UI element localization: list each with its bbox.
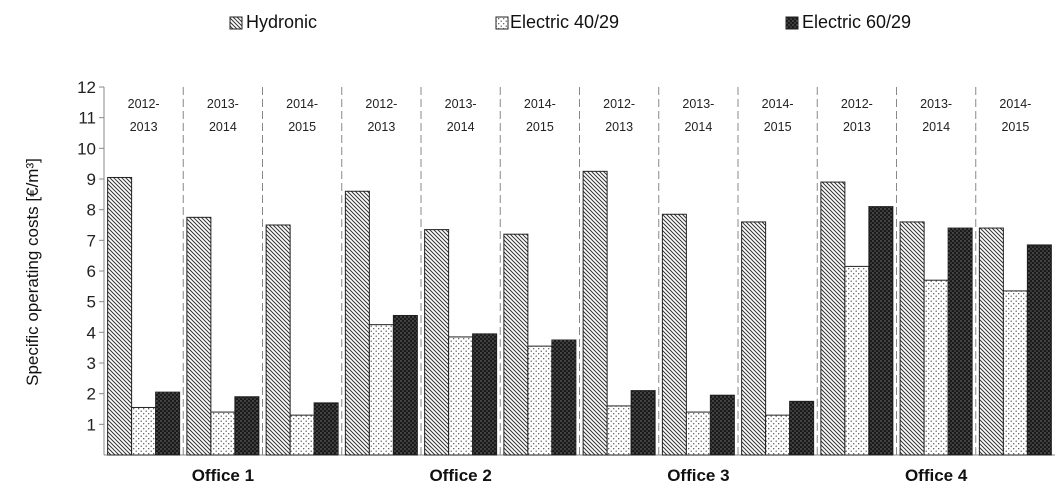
bar-electric-60-29-office-1-2 [234,396,260,456]
bar-electric-40-29-office-4-2 [923,279,949,456]
period-label: 2013 [367,120,395,134]
period-label: 2013- [920,97,952,111]
period-label: 2012- [128,97,160,111]
y-tick-label: 8 [87,201,96,220]
y-tick-label: 2 [87,385,96,404]
period-label: 2014 [209,120,237,134]
period-label: 2014- [999,97,1031,111]
period-label: 2014- [524,97,556,111]
group-label: Office 2 [429,466,491,485]
period-label: 2014 [447,120,475,134]
legend: Hydronic Electric 40/29 Electric 60/29 [229,12,911,32]
period-label: 2014 [684,120,712,134]
y-axis-label: Specific operating costs [€/m³] [23,158,42,386]
y-tick-label: 4 [87,323,96,342]
bar-electric-60-29-office-2-3 [551,339,577,456]
group-label: Office 3 [667,466,729,485]
legend-swatch-electric-40-29 [495,16,509,30]
period-label: 2012- [841,97,873,111]
period-label: 2013- [682,97,714,111]
bar-electric-60-29-office-1-1 [155,391,181,456]
bar-electric-40-29-office-3-3 [765,414,791,456]
y-tick-label: 5 [87,293,96,312]
bar-hydronic-office-3-3 [741,221,767,456]
bar-electric-40-29-office-3-2 [685,411,711,456]
y-tick-label: 10 [77,139,96,158]
bar-electric-60-29-office-3-3 [789,400,815,456]
bar-hydronic-office-3-2 [661,213,687,456]
bar-electric-60-29-office-2-1 [392,314,418,456]
period-label: 2015 [764,120,792,134]
legend-label-electric-40-29: Electric 40/29 [510,12,619,32]
bar-hydronic-office-4-3 [978,227,1004,456]
bar-electric-40-29-office-1-3 [289,414,315,456]
y-tick-label: 3 [87,354,96,373]
y-tick-label: 6 [87,262,96,281]
period-label: 2012- [603,97,635,111]
y-tick-label: 1 [87,415,96,434]
bar-electric-40-29-office-4-3 [1002,290,1028,456]
bar-electric-40-29-office-2-1 [368,324,394,456]
bar-electric-40-29-office-4-1 [844,265,870,456]
legend-swatch-electric-60-29 [785,16,799,30]
bar-electric-40-29-office-1-1 [131,406,157,456]
bar-electric-60-29-office-1-3 [313,402,339,456]
y-tick-label: 11 [78,109,96,128]
bar-electric-40-29-office-3-1 [606,405,632,456]
bar-electric-40-29-office-2-3 [527,345,553,456]
y-tick-label: 12 [77,78,96,97]
y-tick-label: 7 [87,231,96,250]
y-tick-label: 9 [87,170,96,189]
group-label: Office 1 [192,466,254,485]
bar-hydronic-office-3-1 [582,170,608,456]
period-label: 2015 [288,120,316,134]
labels: 2012- 2013 2013- 2014 2014- 2015 Office 1 2012-… [128,97,1032,485]
period-label: 2012- [365,97,397,111]
bar-hydronic-office-2-1 [344,190,370,456]
period-label: 2013 [605,120,633,134]
period-label: 2014- [762,97,794,111]
group-label: Office 4 [905,466,968,485]
bar-hydronic-office-1-1 [107,176,133,456]
bar-hydronic-office-2-3 [503,233,529,456]
bar-hydronic-office-1-2 [186,216,212,456]
bar-electric-60-29-office-3-2 [709,394,735,456]
period-label: 2013- [207,97,239,111]
bar-hydronic-office-4-2 [899,221,925,456]
bar-electric-40-29-office-2-2 [448,336,474,456]
period-label: 2014 [922,120,950,134]
period-label: 2015 [1001,120,1029,134]
period-label: 2013 [130,120,158,134]
bar-electric-60-29-office-4-1 [868,206,894,456]
period-label: 2013- [445,97,477,111]
bar-electric-60-29-office-2-2 [472,333,498,456]
period-label: 2014- [286,97,318,111]
period-label: 2013 [843,120,871,134]
bar-electric-60-29-office-4-2 [947,227,973,456]
legend-swatch-hydronic [229,16,243,30]
legend-label-electric-60-29: Electric 60/29 [802,12,911,32]
bars [107,170,1052,456]
bar-hydronic-office-2-2 [424,229,450,456]
bar-hydronic-office-1-3 [265,224,291,456]
legend-label-hydronic: Hydronic [246,12,317,32]
bar-electric-40-29-office-1-2 [210,411,236,456]
bar-electric-60-29-office-3-1 [630,390,656,456]
period-label: 2015 [526,120,554,134]
bar-electric-60-29-office-4-3 [1026,244,1052,456]
period-separators [182,87,977,455]
bar-hydronic-office-4-1 [820,181,846,456]
